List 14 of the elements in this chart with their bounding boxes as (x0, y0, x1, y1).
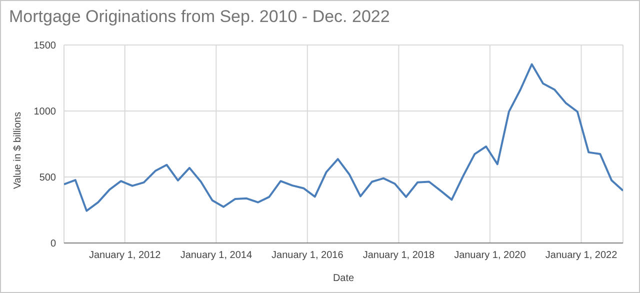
y-tick-label: 1500 (34, 40, 56, 52)
x-axis-title: Date (332, 273, 354, 284)
x-tick-label: January 1, 2020 (454, 250, 526, 262)
line-series (64, 63, 623, 212)
x-tick-label: January 1, 2018 (362, 250, 436, 262)
y-tick-label: 0 (50, 238, 56, 250)
y-tick-label: 1000 (34, 106, 56, 118)
x-tick-label: January 1, 2012 (88, 250, 162, 262)
y-tick-label: 500 (39, 172, 56, 184)
x-tick-label: January 1, 2016 (272, 250, 344, 262)
x-tick-label: January 1, 2022 (545, 250, 618, 262)
y-axis-title: Value in $ billions (12, 112, 24, 189)
x-tick-label: January 1, 2014 (180, 250, 252, 262)
chart-title: Mortgage Originations from Sep. 2010 - Dec. 2022 (9, 7, 390, 27)
